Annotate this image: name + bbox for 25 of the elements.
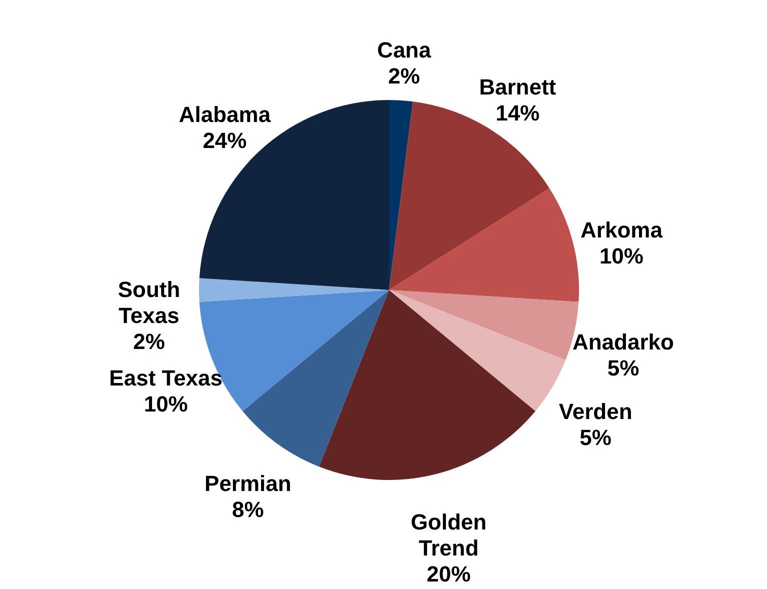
data-label: 8% [232, 497, 264, 522]
slice-label: Anadarko [572, 329, 674, 354]
slice-label: Alabama [178, 102, 272, 128]
pie-slice [242, 290, 389, 467]
data-label: 5% [607, 355, 640, 380]
slice-label: Golden Trend [410, 509, 487, 560]
slice-label: Arkoma [580, 217, 664, 242]
pie-slice [389, 102, 550, 290]
data-label: 10% [144, 391, 188, 416]
pie-slice [389, 188, 579, 302]
data-label: 2% [133, 329, 165, 354]
data-label: 10% [599, 243, 644, 268]
data-label: 14% [496, 100, 540, 126]
data-label: 20% [426, 561, 471, 586]
pie-slice [319, 290, 536, 480]
slice-label: Permian [204, 471, 292, 496]
slice-label: Barnett [479, 74, 557, 100]
slice-label: East Texas [109, 365, 223, 390]
data-label: 2% [388, 63, 420, 88]
pie-slice [389, 100, 413, 290]
slice-label: Verden [558, 399, 632, 424]
data-label: 24% [202, 128, 247, 154]
slice-label: Cana [377, 37, 432, 62]
data-label: 5% [580, 425, 612, 450]
slice-label: South Texas [118, 277, 180, 328]
